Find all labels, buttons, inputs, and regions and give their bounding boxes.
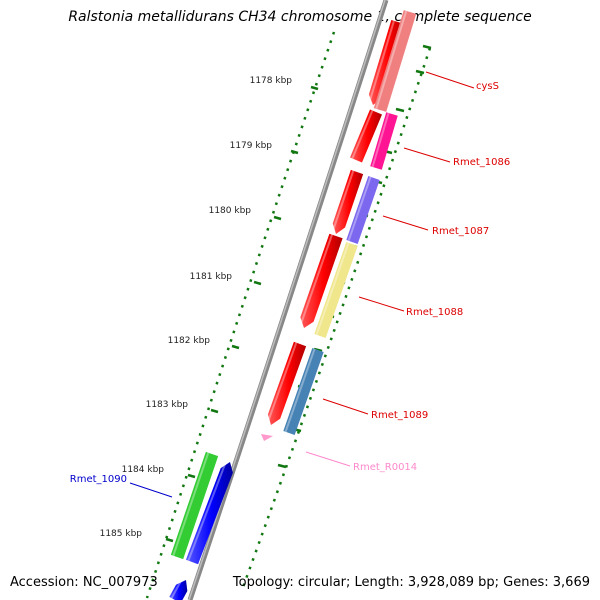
forward-strand-gene[interactable] bbox=[300, 233, 343, 328]
outer-track-dash bbox=[395, 107, 405, 113]
gene-label[interactable]: Rmet_1090 bbox=[70, 474, 127, 485]
gene-label-group[interactable]: Rmet_1087 bbox=[382, 215, 489, 237]
label-leader-line bbox=[358, 296, 405, 312]
gene-label[interactable]: Rmet_1086 bbox=[453, 157, 510, 168]
inner-dotted-track bbox=[145, 31, 336, 599]
outer-track-dash bbox=[415, 69, 425, 75]
reverse-strand-gene[interactable] bbox=[185, 462, 233, 565]
gene-labels: cysS Rmet_1086 Rmet_1087 Rmet_1088 Rmet_… bbox=[70, 71, 510, 498]
tick-label: 1178 kbp bbox=[250, 76, 293, 86]
outer-track-dash bbox=[277, 463, 287, 469]
gene-Rmet_R0014[interactable] bbox=[261, 434, 273, 441]
label-leader-line bbox=[382, 215, 429, 231]
gene-highlight bbox=[368, 20, 395, 105]
forward-strand-gene[interactable] bbox=[332, 169, 364, 234]
gene-label-group[interactable]: Rmet_1089 bbox=[322, 398, 428, 421]
reverse-strand-gene[interactable] bbox=[169, 580, 188, 600]
gene-cysS[interactable] bbox=[373, 10, 417, 112]
label-leader-line bbox=[322, 398, 369, 415]
gene-label[interactable]: Rmet_1089 bbox=[371, 410, 428, 421]
gene-highlight bbox=[375, 10, 408, 110]
gene-Rmet_1090[interactable] bbox=[170, 451, 219, 560]
label-leader-line bbox=[403, 147, 451, 163]
map-title: Ralstonia metallidurans CH34 chromosome … bbox=[68, 9, 532, 25]
tick-label: 1182 kbp bbox=[168, 336, 211, 346]
gene-highlight bbox=[347, 176, 372, 242]
kbp-ticks: 1178 kbp 1179 kbp 1180 kbp 1181 kbp 1182… bbox=[100, 76, 319, 543]
gene-label[interactable]: Rmet_1088 bbox=[406, 307, 463, 318]
gene-highlight bbox=[284, 348, 316, 433]
kbp-tick: 1179 kbp bbox=[230, 141, 299, 155]
gene-Rmet_1089[interactable] bbox=[283, 348, 324, 435]
kbp-tick: 1180 kbp bbox=[209, 206, 282, 221]
tick-label: 1180 kbp bbox=[209, 206, 252, 216]
tick-label: 1179 kbp bbox=[230, 141, 273, 151]
tick-label: 1181 kbp bbox=[190, 272, 233, 282]
gene-highlight bbox=[170, 577, 184, 599]
kbp-tick: 1182 kbp bbox=[168, 336, 240, 350]
gene-Rmet_1088[interactable] bbox=[314, 242, 358, 338]
gene-highlight bbox=[187, 460, 228, 561]
forward-strand-gene[interactable] bbox=[267, 341, 307, 425]
gene-highlight bbox=[172, 452, 210, 557]
label-leader-line bbox=[305, 451, 351, 467]
tick-label: 1185 kbp bbox=[100, 529, 143, 539]
outer-dotted-track bbox=[240, 47, 432, 591]
gene-highlight bbox=[299, 234, 333, 327]
kbp-tick: 1181 kbp bbox=[190, 272, 262, 286]
tick-label: 1184 kbp bbox=[122, 465, 165, 475]
kbp-tick: 1184 kbp bbox=[122, 465, 196, 479]
accession-text: Accession: NC_007973 bbox=[10, 575, 158, 590]
gene-features bbox=[169, 10, 417, 600]
gene-highlight bbox=[351, 110, 374, 159]
sequence-summary: Topology: circular; Length: 3,928,089 bp… bbox=[232, 575, 590, 590]
gene-label[interactable]: cysS bbox=[476, 81, 499, 92]
label-leader-line bbox=[129, 482, 173, 498]
kbp-tick: 1178 kbp bbox=[250, 76, 319, 91]
forward-strand-gene[interactable] bbox=[350, 109, 382, 163]
chromosome-backbone-highlight bbox=[188, 0, 386, 600]
gene-Rmet_1086[interactable] bbox=[370, 112, 398, 170]
gene-label-group[interactable]: Rmet_1088 bbox=[358, 296, 463, 318]
outer-track-dash bbox=[422, 44, 432, 50]
kbp-tick: 1185 kbp bbox=[100, 529, 174, 543]
gene-label[interactable]: Rmet_1087 bbox=[432, 226, 489, 237]
gene-highlight bbox=[266, 342, 298, 425]
gene-Rmet_1087[interactable] bbox=[346, 176, 380, 244]
gene-highlight bbox=[331, 170, 355, 234]
gene-highlight bbox=[315, 242, 350, 336]
gene-label-group[interactable]: Rmet_1086 bbox=[403, 147, 510, 168]
tick-label: 1183 kbp bbox=[146, 400, 189, 410]
gene-label-group[interactable]: Rmet_1090 bbox=[70, 474, 173, 498]
gene-label-group[interactable]: Rmet_R0014 bbox=[305, 451, 417, 473]
gene-highlight bbox=[371, 112, 390, 168]
gene-label[interactable]: Rmet_R0014 bbox=[353, 462, 417, 473]
gene-label-group[interactable]: cysS bbox=[425, 71, 499, 92]
kbp-tick: 1183 kbp bbox=[146, 400, 219, 414]
chromosome-backbone bbox=[187, 0, 389, 600]
label-leader-line bbox=[425, 71, 475, 89]
